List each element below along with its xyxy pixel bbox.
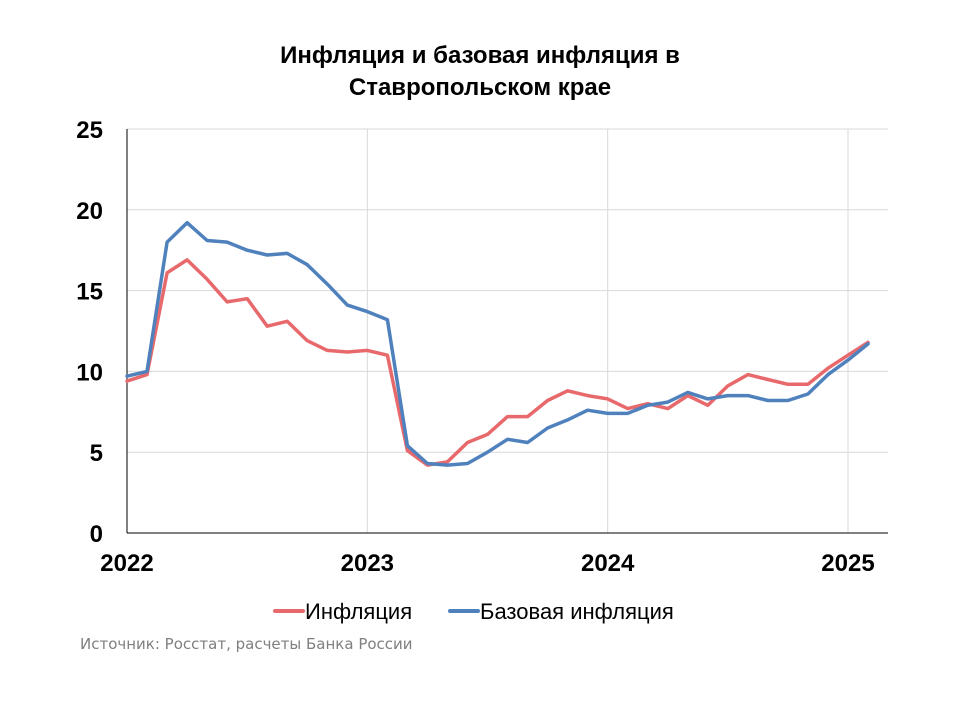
y-axis-ticks: 0 5 10 15 20 25 <box>76 117 103 548</box>
x-tick-label: 2023 <box>341 550 394 577</box>
vertical-gridlines <box>366 129 849 533</box>
legend-label-1: Инфляция <box>305 599 412 624</box>
y-tick-label: 5 <box>90 440 103 467</box>
x-tick-label: 2022 <box>100 550 153 577</box>
x-axis-ticks: 2022 2023 2024 2025 <box>100 550 874 577</box>
y-tick-label: 0 <box>90 521 103 548</box>
y-tick-label: 25 <box>76 117 103 144</box>
y-tick-label: 10 <box>76 359 103 386</box>
series-line-1 <box>125 258 870 467</box>
y-tick-label: 20 <box>76 198 103 225</box>
y-tick-label: 15 <box>76 279 103 306</box>
chart-title: Инфляция и базовая инфляция в Ставрополь… <box>130 40 830 104</box>
source-note: Источник: Росстат, расчеты Банка России <box>80 635 413 653</box>
legend-label-2: Базовая инфляция <box>480 599 674 624</box>
series-lines <box>125 220 870 467</box>
axes <box>126 129 888 534</box>
x-tick-label: 2025 <box>821 550 874 577</box>
x-tick-label: 2024 <box>581 550 635 577</box>
chart-title-line-2: Ставропольском крае <box>348 74 612 101</box>
series-line-2 <box>125 220 870 467</box>
horizontal-gridlines <box>127 128 888 453</box>
legend: Инфляция Базовая инфляция <box>273 599 674 624</box>
chart-title-line-1: Инфляция и базовая инфляция в <box>280 42 680 69</box>
